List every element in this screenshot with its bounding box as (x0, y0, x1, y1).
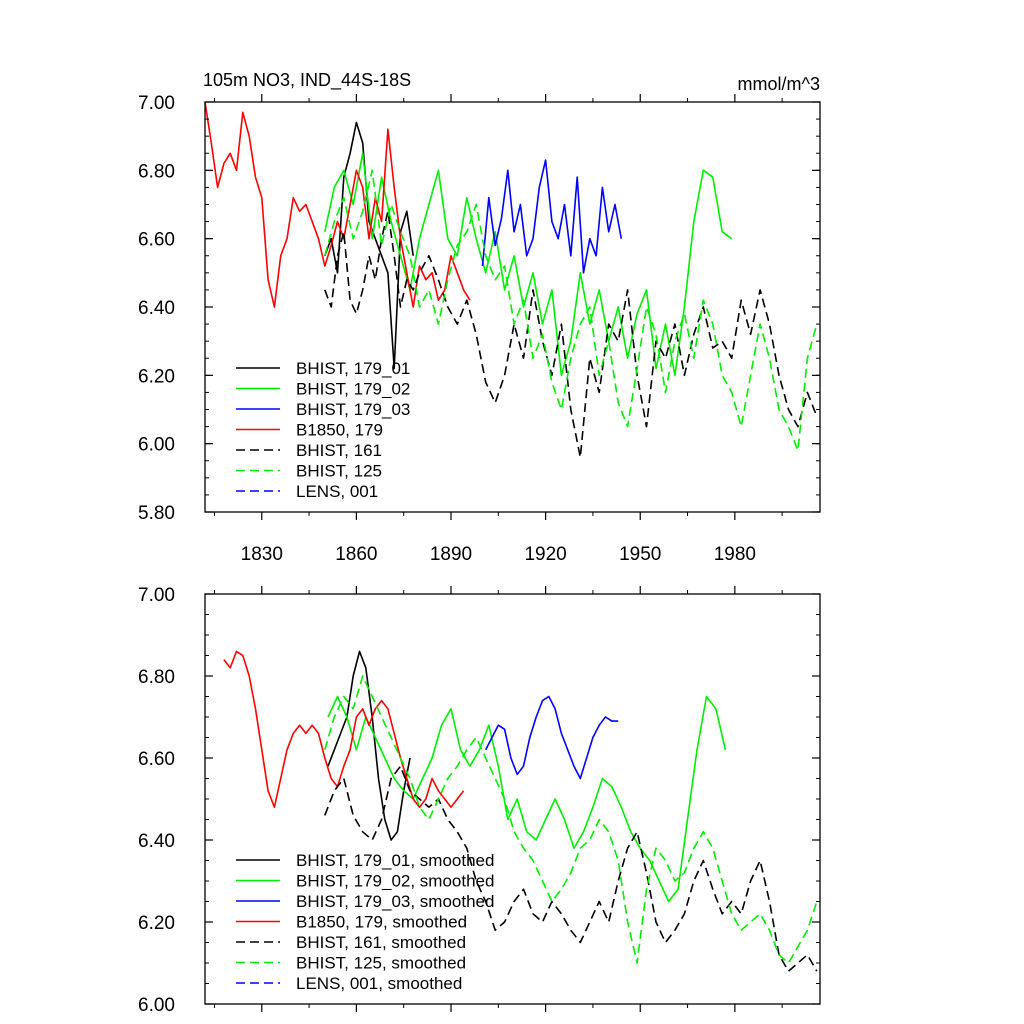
top-panel: 5.80 6.00 6.20 6.40 6.60 6.80 7.00 1830 1860 1890… (138, 93, 821, 565)
legend-label: BHIST, 161, smoothed (296, 933, 466, 952)
legend-label: BHIST, 179_01 (296, 359, 410, 378)
y-tick-label: 6.40 (138, 831, 175, 852)
y-tick-label: 7.00 (138, 585, 175, 606)
units-label: mmol/m^3 (738, 74, 820, 94)
series-line-0-5 (324, 169, 818, 452)
series-line-0-0 (324, 121, 414, 370)
series-line-0-1 (324, 152, 733, 377)
x-tick-label: 1830 (241, 544, 283, 565)
legend-label: BHIST, 179_02, smoothed (296, 872, 494, 891)
y-tick-label: 6.20 (138, 913, 175, 934)
y-tick-label: 5.80 (138, 503, 175, 524)
legend: BHIST, 179_01, smoothed BHIST, 179_02, sm… (236, 851, 494, 993)
legend-label: LENS, 001 (296, 482, 378, 501)
legend-label: B1850, 179 (296, 421, 383, 440)
x-tick-label: 1890 (430, 544, 472, 565)
legend-label: BHIST, 125, smoothed (296, 954, 466, 973)
series-line-0-2 (481, 159, 623, 274)
bottom-panel: 6.00 6.20 6.40 6.60 6.80 7.00 BHIST, 179_01, s… (138, 585, 821, 1016)
legend-label: BHIST, 125 (296, 462, 382, 481)
y-tick-label: 6.60 (138, 749, 175, 770)
legend-label: BHIST, 179_03 (296, 400, 410, 419)
legend-label: LENS, 001, smoothed (296, 974, 462, 993)
series-line-1-0 (327, 650, 411, 841)
y-tick-label: 6.80 (138, 161, 175, 182)
y-tick-label: 6.20 (138, 366, 175, 387)
legend-label: BHIST, 179_01, smoothed (296, 851, 494, 870)
series-line-1-3 (223, 650, 465, 809)
x-tick-label: 1920 (524, 544, 566, 565)
y-tick-label: 7.00 (138, 93, 175, 114)
y-tick-label: 6.00 (138, 435, 175, 456)
legend-label: BHIST, 179_03, smoothed (296, 892, 494, 911)
legend-label: BHIST, 179_02 (296, 380, 410, 399)
x-tick-label: 1980 (714, 544, 756, 565)
legend-label: BHIST, 161 (296, 441, 382, 460)
y-tick-label: 6.60 (138, 230, 175, 251)
series-line-0-3 (204, 101, 471, 308)
series-line-1-1 (327, 695, 727, 903)
legend-label: B1850, 179, smoothed (296, 913, 467, 932)
series-line-1-5 (324, 675, 818, 964)
figure-title: 105m NO3, IND_44S-18S (203, 70, 411, 91)
series-line-1-4 (324, 765, 818, 973)
y-tick-label: 6.40 (138, 298, 175, 319)
x-tick-label: 1950 (619, 544, 661, 565)
series-line-1-2 (484, 695, 619, 780)
y-tick-label: 6.00 (138, 995, 175, 1016)
y-tick-label: 6.80 (138, 667, 175, 688)
x-tick-label: 1860 (335, 544, 377, 565)
